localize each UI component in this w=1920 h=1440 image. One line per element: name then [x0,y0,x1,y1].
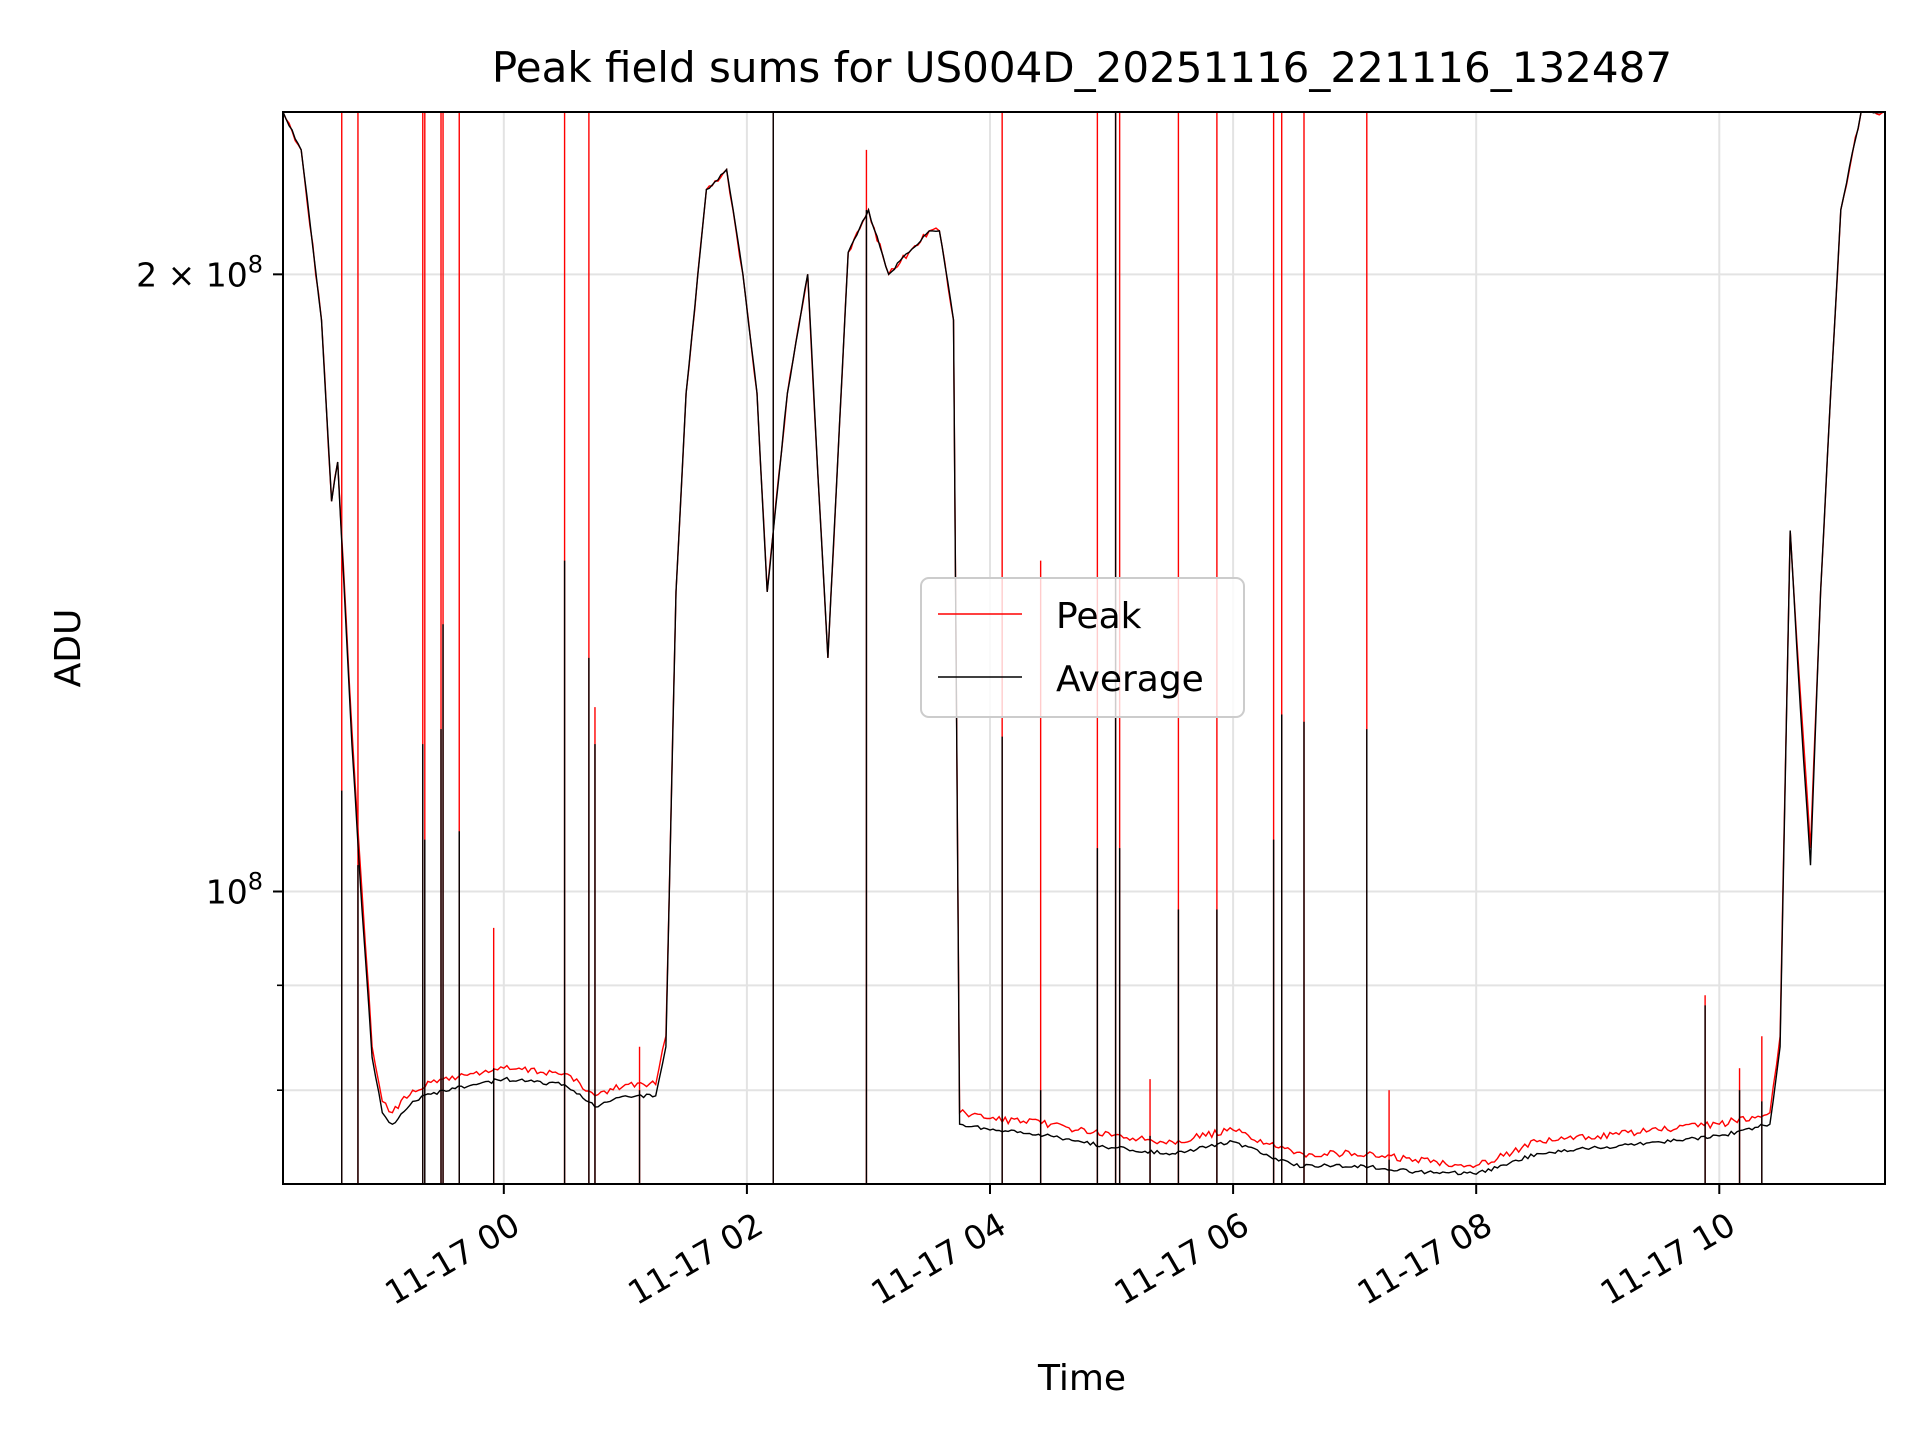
y-tick-label: 2 × 108 [136,250,263,294]
chart-title: Peak field sums for US004D_20251116_2211… [492,43,1672,92]
legend-box [920,577,1245,718]
y-tick-label-pow: 10 [206,873,248,912]
plot-area: 11-17 00 11-17 02 11-17 04 11-17 06 11-17 08… [136,111,1886,1313]
series-average-line [283,112,1885,1176]
y-tick-label-exponent: 8 [248,250,263,278]
y-tick-label: 108 [206,868,263,912]
y-tick-label-times: × [168,255,206,294]
legend-peak-label: Peak [1056,596,1142,637]
legend: Peak Average [920,577,1245,718]
y-tick-label-pow: 10 [206,255,248,294]
x-axis-label: Time [1037,1358,1126,1399]
y-tick-label-base: 2 [136,255,168,294]
y-tick-label-exponent: 8 [248,868,263,896]
y-axis-label: ADU [48,609,89,688]
plot-frame [282,111,1886,1185]
legend-average-label: Average [1056,659,1204,700]
series-peak-line [283,112,1885,1169]
